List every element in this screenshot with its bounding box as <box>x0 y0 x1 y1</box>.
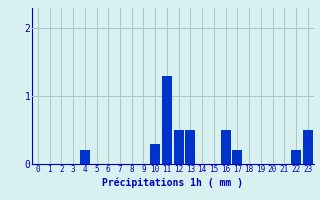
Bar <box>291 150 301 164</box>
Bar <box>220 130 231 164</box>
Bar <box>174 130 184 164</box>
Bar <box>232 150 242 164</box>
Bar <box>150 144 160 164</box>
X-axis label: Précipitations 1h ( mm ): Précipitations 1h ( mm ) <box>102 177 243 188</box>
Bar <box>303 130 313 164</box>
Bar <box>185 130 196 164</box>
Bar <box>80 150 90 164</box>
Bar <box>162 76 172 164</box>
